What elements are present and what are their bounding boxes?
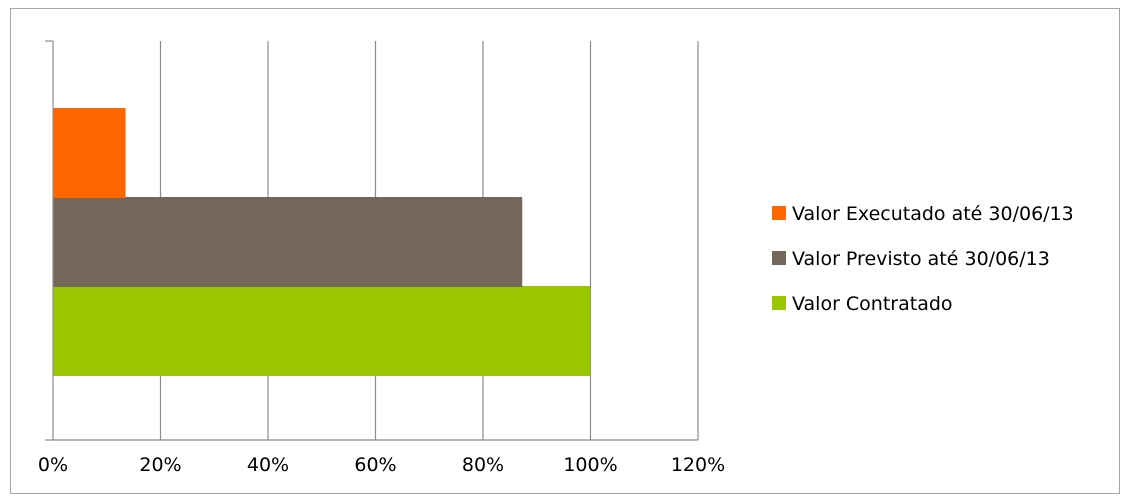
legend: Valor Executado até 30/06/13 Valor Previs… <box>772 203 1074 315</box>
bars <box>53 108 591 376</box>
legend-label: Valor Previsto até 30/06/13 <box>792 248 1050 270</box>
legend-swatch <box>772 251 786 265</box>
legend-swatch <box>772 296 786 310</box>
bar-valor-contratado <box>53 286 591 376</box>
axes <box>45 40 698 441</box>
x-tick-label: 20% <box>139 454 181 476</box>
bar-valor-executado-at-30-06-13 <box>53 108 126 198</box>
legend-label: Valor Contratado <box>792 293 953 315</box>
legend-swatch <box>772 206 786 220</box>
x-tick-labels: 0% 20% 40% 60% 80% 100% 120% <box>38 454 725 476</box>
x-tick-label: 60% <box>354 454 396 476</box>
x-tick-label: 40% <box>247 454 289 476</box>
legend-label: Valor Executado até 30/06/13 <box>792 203 1074 225</box>
x-tick-label: 100% <box>563 454 617 476</box>
bar-valor-previsto-at-30-06-13 <box>53 197 523 287</box>
x-tick-label: 80% <box>462 454 504 476</box>
x-tick-label: 120% <box>671 454 725 476</box>
x-tick-label: 0% <box>38 454 68 476</box>
